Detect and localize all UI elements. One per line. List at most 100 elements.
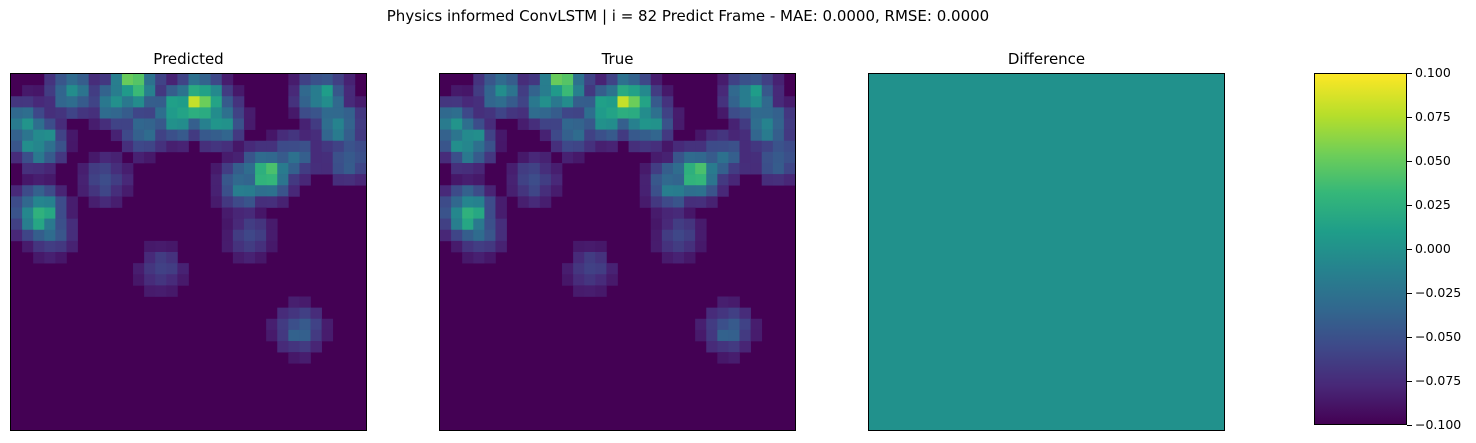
heatmap-cell [584,118,596,130]
heatmap-cell [221,240,234,253]
heatmap-cell [210,196,223,208]
heatmap-cell [728,140,740,153]
heatmap-cell [562,151,574,164]
heatmap-cell [310,129,322,142]
heatmap-cell [199,140,212,153]
heatmap-cell [210,174,223,186]
heatmap-cell [595,74,607,86]
heatmap-cell [133,96,145,108]
colorbar-tick-mark [1407,425,1412,426]
heatmap-cell [650,163,663,175]
heatmap-cell [473,252,485,264]
heatmap-cell [22,107,34,119]
heatmap-cell [772,74,785,86]
heatmap-cell [321,129,334,142]
heatmap-cell [451,196,463,208]
heatmap-cell [33,96,45,108]
heatmap-cell [606,74,618,86]
heatmap-cell [606,107,618,119]
heatmap-cell [221,196,234,208]
heatmap-cell [672,229,685,242]
heatmap-cell [584,140,596,153]
heatmap-cell [177,129,189,142]
heatmap-cell [484,85,496,97]
heatmap-cell [288,96,300,108]
heatmap-cell [343,96,356,108]
heatmap-cell [221,74,234,86]
heatmap-cell [761,151,774,164]
heatmap-cell [462,96,474,108]
heatmap-cell [232,252,245,264]
heatmap-cell [573,140,585,153]
heatmap-cell [528,96,541,108]
heatmap-cell [310,140,322,153]
heatmap-cell [728,96,740,108]
heatmap-cell [299,341,311,353]
heatmap-cell [188,74,200,86]
heatmap-cell [121,96,134,108]
heatmap-cell [66,140,78,153]
heatmap-cell [562,129,574,142]
heatmap-cell [277,318,289,331]
heatmap-cell [440,229,452,242]
heatmap-cell [210,185,223,197]
heatmap-cell [221,163,234,175]
heatmap-cell [11,96,23,108]
heatmap-cell [473,163,485,175]
heatmap-cell [739,140,751,153]
heatmap-cell [706,163,718,175]
heatmap-cell [299,151,311,164]
heatmap-cell [451,174,463,186]
heatmap-cell [44,207,56,219]
heatmap-cell [332,174,345,186]
heatmap-cell [266,174,278,186]
heatmap-cell [650,96,663,108]
heatmap-cell [661,96,674,108]
heatmap-cell [277,185,289,197]
heatmap-cell [562,107,574,119]
heatmap-cell [188,107,200,119]
heatmap-cell [661,252,674,264]
heatmap-cell [695,240,707,253]
heatmap-cell [717,185,729,197]
heatmap-cell [506,163,518,175]
heatmap-cell [99,174,112,186]
heatmap-cell [761,107,774,119]
heatmap-cell [717,174,729,186]
heatmap-cell [584,252,596,264]
heatmap-cell [110,118,123,130]
colorbar-tick-label: −0.100 [1415,417,1462,432]
heatmap-cell [44,129,56,142]
heatmap-cell [728,341,740,353]
heatmap-cell [22,96,34,108]
heatmap-cell [628,140,641,153]
colorbar-tick-mark [1407,337,1412,338]
heatmap-cell [584,107,596,119]
heatmap-cell [473,107,485,119]
heatmap-cell [55,185,67,197]
heatmap-cell [717,341,729,353]
heatmap-cell [277,151,289,164]
heatmap-cell [155,129,167,142]
heatmap-cell [672,174,685,186]
heatmap-cell [44,74,56,86]
heatmap-cell [595,96,607,108]
heatmap-cell [66,74,78,86]
heatmap-cell [255,185,267,197]
heatmap-cell [672,163,685,175]
heatmap-cell [266,185,278,197]
heatmap-cell [277,163,289,175]
heatmap-cell [166,96,178,108]
heatmap-cell [133,107,145,119]
heatmap-cell [650,129,663,142]
heatmap-cell [695,129,707,142]
heatmap-cell [243,151,256,164]
colorbar-tick-mark [1407,205,1412,206]
heatmap-cell [199,118,212,130]
heatmap-cell [121,185,134,197]
heatmap-cell [440,218,452,231]
heatmap-cell [310,85,322,97]
heatmap-cell [354,140,366,153]
heatmap-cell [144,252,156,264]
heatmap-cell [11,229,23,242]
